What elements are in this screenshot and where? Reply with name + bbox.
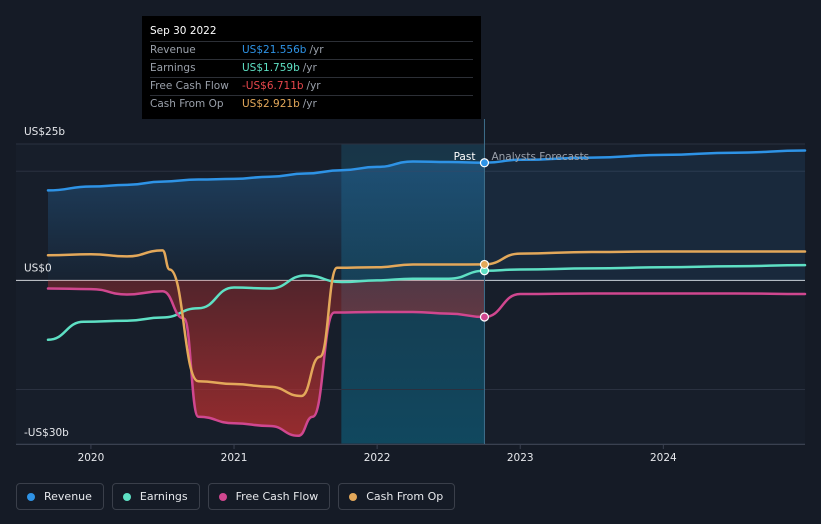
tooltip-date: Sep 30 2022 [150, 23, 473, 42]
legend-label: Earnings [139, 490, 188, 503]
legend-item-revenue[interactable]: Revenue [16, 483, 104, 510]
tooltip: Sep 30 2022 Revenue US$21.556b/yr Earnings… [142, 16, 481, 119]
tooltip-row-value: US$2.921b [242, 98, 300, 110]
legend-label: Free Cash Flow [235, 490, 319, 503]
legend-item-free-cash-flow[interactable]: Free Cash Flow [207, 483, 331, 510]
revenue-line [46, 149, 807, 192]
legend-dot-icon [349, 492, 358, 501]
legend-dot-icon [27, 492, 35, 501]
fcf-area-past [48, 280, 485, 436]
tooltip-row-unit: /yr [309, 44, 324, 56]
x-tick-label: 2020 [78, 452, 105, 464]
revenue-point [479, 158, 490, 168]
past-label: Past [454, 151, 476, 163]
x-tick-label: 2024 [650, 452, 677, 464]
forecast-label: Analysts Forecasts [491, 151, 589, 163]
chart: US$25b US$0 -US$30b 2020 2021 2022 2023 2024 Pas… [16, 119, 807, 464]
tooltip-row-label: Cash From Op [150, 98, 224, 110]
legend-item-earnings[interactable]: Earnings [111, 483, 200, 510]
y-tick-label: US$25b [24, 126, 65, 138]
tooltip-row-label: Earnings [150, 62, 196, 74]
tooltip-row-label: Revenue [150, 44, 196, 56]
tooltip-row-value: -US$6.711b [242, 80, 304, 92]
cfo-point [479, 259, 490, 270]
legend-dot-icon [122, 492, 131, 501]
legend: Revenue Earnings Free Cash Flow Cash From O… [16, 483, 456, 510]
revenue-area-forecast [484, 150, 805, 281]
x-tick-label: 2023 [507, 452, 534, 464]
y-tick-label: US$0 [24, 262, 52, 274]
tooltip-row-value: US$1.759b [242, 62, 300, 74]
tooltip-row-value: US$21.556b [242, 44, 307, 56]
tooltip-row: Free Cash Flow -US$6.711b/yr [150, 78, 473, 96]
x-tick-label: 2021 [221, 452, 248, 464]
legend-item-cash-from-op[interactable]: Cash From Op [338, 483, 456, 510]
tooltip-row: Cash From Op US$2.921b/yr [150, 96, 473, 113]
tooltip-row-unit: /yr [302, 98, 317, 110]
tooltip-row: Earnings US$1.759b/yr [150, 60, 473, 78]
legend-dot-icon [218, 492, 227, 501]
tooltip-row-label: Free Cash Flow [150, 80, 229, 92]
tooltip-row-unit: /yr [306, 80, 321, 92]
legend-label: Cash From Op [366, 490, 444, 503]
earnings-line [46, 263, 807, 342]
x-tick-label: 2022 [364, 452, 391, 464]
cfo-line [46, 249, 807, 398]
fcf-line [46, 287, 807, 438]
fcf-point [479, 312, 490, 322]
tooltip-row: Revenue US$21.556b/yr [150, 42, 473, 60]
tooltip-row-unit: /yr [302, 62, 317, 74]
legend-label: Revenue [44, 490, 92, 503]
y-tick-label: -US$30b [24, 427, 69, 439]
